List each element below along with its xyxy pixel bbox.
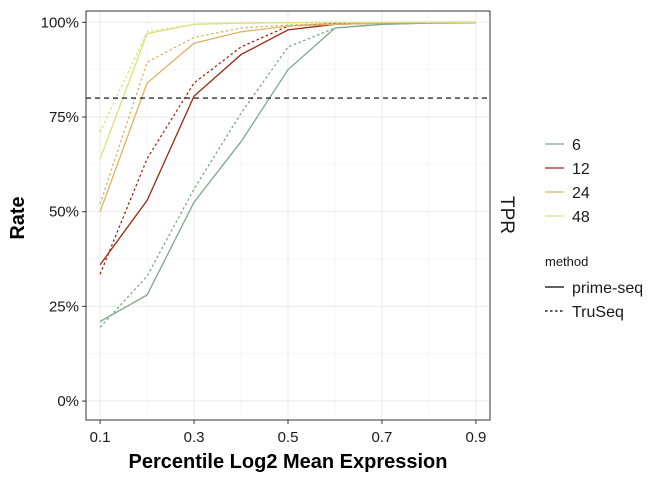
legend-label-24: 24 — [572, 185, 590, 202]
y-tick-label: 25% — [49, 298, 79, 315]
legend: 6 12 24 48 method prime-seq TruSeq — [545, 137, 643, 321]
axes: 0.1 0.3 0.5 0.7 0.9 0% 25% 50% 75% 100% — [41, 14, 487, 446]
series-line-48-truseq — [99, 21, 476, 133]
x-tick-label: 0.5 — [278, 429, 299, 446]
x-tick-label: 0.7 — [372, 429, 393, 446]
x-tick-label: 0.1 — [90, 429, 111, 446]
facet-strip-label: TPR — [496, 196, 517, 234]
series-line-6-prime-seq — [99, 22, 476, 323]
x-tick-label: 0.9 — [465, 429, 486, 446]
grid — [86, 11, 490, 420]
legend-label-12: 12 — [572, 161, 590, 178]
x-tick-label: 0.3 — [184, 429, 205, 446]
x-axis-title: Percentile Log2 Mean Expression — [129, 451, 448, 473]
y-tick-label: 75% — [49, 109, 79, 126]
y-tick-label: 0% — [57, 393, 79, 410]
y-axis-title: Rate — [7, 196, 29, 239]
y-tick-label: 100% — [41, 14, 79, 31]
series-line-24-truseq — [99, 21, 476, 205]
legend-label-truseq: TruSeq — [572, 304, 624, 321]
legend-label-6: 6 — [572, 137, 581, 154]
series-lines — [99, 21, 476, 328]
legend-title-method: method — [545, 254, 588, 269]
legend-label-prime-seq: prime-seq — [572, 280, 643, 297]
y-tick-label: 50% — [49, 204, 79, 221]
series-line-6-truseq — [99, 22, 476, 328]
legend-label-48: 48 — [572, 209, 590, 226]
